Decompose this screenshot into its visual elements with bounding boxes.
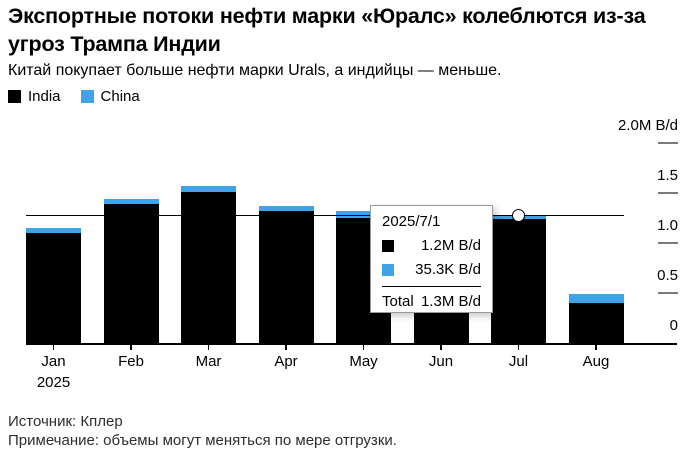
y-axis-label: 1.5 (657, 167, 678, 184)
y-axis-label: 1.0 (657, 217, 678, 234)
legend-label-china: China (100, 88, 140, 105)
hover-point-marker (512, 209, 525, 222)
y-axis-label: 0 (669, 317, 678, 334)
x-axis-label: Apr (274, 353, 298, 370)
india-swatch-icon (382, 239, 394, 252)
tooltip-row-india: 1.2M B/d (382, 237, 481, 254)
x-axis-baseline (26, 343, 677, 345)
bar-china-jan[interactable] (26, 228, 81, 233)
x-axis-tick (52, 343, 55, 350)
x-axis-year-label: 2025 (36, 374, 71, 391)
legend-item-india[interactable]: India (8, 88, 61, 105)
y-axis-tick (658, 142, 678, 144)
footer: Источник: Кплер Примечание: объемы могут… (8, 413, 397, 450)
x-axis-label: Jan (41, 353, 66, 370)
bar-india-mar[interactable] (181, 192, 236, 343)
x-axis-label: Jul (508, 353, 529, 370)
x-axis-tick (517, 343, 520, 350)
x-axis-label: Jun (428, 353, 454, 370)
china-swatch-icon (382, 263, 394, 276)
tooltip-total-row: Total 1.3M B/d (382, 293, 481, 310)
shipment-note: Примечание: объемы могут меняться по мер… (8, 431, 397, 449)
x-axis-tick (207, 343, 210, 350)
x-axis-label: May (349, 353, 378, 370)
bar-china-mar[interactable] (181, 186, 236, 192)
legend-label-india: India (28, 88, 61, 105)
y-axis-label: 0.5 (657, 267, 678, 284)
hover-tooltip: 2025/7/1 1.2M B/d 35.3K B/d Total 1.3M B… (370, 205, 493, 313)
x-axis-tick (595, 343, 597, 350)
y-axis-tick (658, 242, 678, 244)
india-swatch-icon (8, 90, 21, 103)
tooltip-total-label: Total (382, 293, 414, 310)
x-axis-tick (362, 343, 365, 350)
bar-india-feb[interactable] (103, 204, 159, 343)
plot-area[interactable]: 2.0M B/d 1.5 1.0 0.5 0 Jan 2025 Feb Mar Apr May Jun… (0, 110, 696, 391)
x-axis-label: Aug (582, 353, 610, 370)
bar-india-aug[interactable] (568, 303, 624, 343)
x-axis-tick (285, 343, 287, 350)
y-axis-tick (658, 292, 678, 294)
legend-item-china[interactable]: China (80, 88, 140, 105)
bar-china-may[interactable] (336, 211, 391, 218)
x-axis-tick (130, 343, 132, 350)
tooltip-divider (382, 286, 481, 287)
bar-china-apr[interactable] (258, 206, 314, 211)
source-note: Источник: Кплер (8, 413, 123, 430)
y-axis-tick (658, 192, 678, 194)
tooltip-china-value: 35.3K B/d (415, 261, 481, 278)
x-axis-tick (440, 343, 442, 350)
tooltip-total-value: 1.3M B/d (420, 293, 481, 310)
bar-india-apr[interactable] (258, 211, 314, 343)
tooltip-row-china: 35.3K B/d (382, 261, 481, 278)
chart-subtitle: Китай покупает больше нефти марки Urals,… (8, 62, 502, 79)
chart-title: Экспортные потоки нефти марки «Юралс» ко… (8, 4, 646, 56)
tooltip-date: 2025/7/1 (382, 213, 441, 230)
tooltip-india-value: 1.2M B/d (420, 237, 481, 254)
legend: India China (8, 88, 140, 105)
y-axis-label: 2.0M B/d (617, 117, 678, 134)
bar-china-feb[interactable] (103, 199, 159, 204)
bar-india-jul[interactable] (491, 219, 546, 343)
hover-reference-line (26, 214, 624, 217)
bar-india-jan[interactable] (26, 233, 81, 343)
bar-china-aug[interactable] (568, 294, 624, 303)
x-axis-label: Feb (118, 353, 144, 370)
x-axis-label: Mar (195, 353, 222, 370)
china-swatch-icon (80, 90, 94, 103)
